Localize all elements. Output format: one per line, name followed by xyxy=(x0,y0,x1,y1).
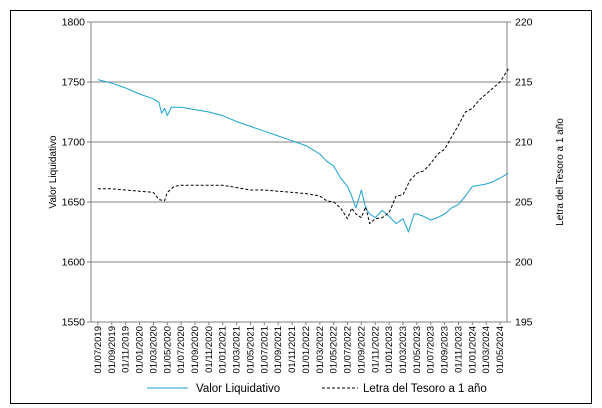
tick-label-x-11: 01/05/2021 xyxy=(245,326,256,374)
right-axis-ticks: 195 200 205 210 215 220 xyxy=(507,17,533,329)
tick-label-x-22: 01/03/2023 xyxy=(398,326,409,374)
tick-label-x-28: 01/03/2024 xyxy=(481,326,492,374)
tick-label-x-17: 01/05/2022 xyxy=(329,326,340,374)
series-layer xyxy=(97,68,509,233)
tick-label-x-23: 01/05/2023 xyxy=(412,326,423,374)
tick-label-x-8: 01/11/2020 xyxy=(204,326,215,373)
tick-label-x-7: 01/09/2020 xyxy=(190,326,201,374)
tick-label-left-1550: 1550 xyxy=(62,317,86,329)
tick-label-right-205: 205 xyxy=(515,197,533,209)
legend-label-letra-tesoro: Letra del Tesoro a 1 año xyxy=(363,383,487,395)
tick-label-x-25: 01/09/2023 xyxy=(440,326,451,374)
tick-label-x-2: 01/11/2019 xyxy=(121,326,132,373)
tick-label-left-1600: 1600 xyxy=(62,257,86,269)
tick-label-x-27: 01/01/2024 xyxy=(467,326,478,374)
y-axis-left-title: Valor Liquidativo xyxy=(48,135,59,209)
tick-label-x-19: 01/09/2022 xyxy=(356,326,367,374)
tick-label-x-5: 01/05/2020 xyxy=(162,326,173,374)
tick-label-x-12: 01/07/2021 xyxy=(259,326,270,374)
tick-label-x-0: 01/07/2019 xyxy=(93,326,104,374)
tick-label-x-9: 01/01/2021 xyxy=(218,326,229,374)
legend-label-valor-liquidativo: Valor Liquidativo xyxy=(196,383,280,395)
tick-label-x-10: 01/03/2021 xyxy=(232,326,243,374)
tick-label-right-220: 220 xyxy=(515,17,533,29)
tick-label-x-29: 01/05/2024 xyxy=(495,326,506,374)
tick-label-right-215: 215 xyxy=(515,77,533,89)
tick-label-x-20: 01/11/2022 xyxy=(370,326,381,373)
tick-label-x-1: 01/09/2019 xyxy=(107,326,118,374)
tick-label-x-6: 01/07/2020 xyxy=(176,326,187,374)
tick-label-x-16: 01/03/2022 xyxy=(315,326,326,374)
tick-label-x-21: 01/01/2023 xyxy=(384,326,395,374)
tick-label-x-3: 01/01/2020 xyxy=(135,326,146,374)
tick-label-x-14: 01/11/2021 xyxy=(287,326,298,373)
gridlines xyxy=(91,81,507,263)
tick-label-right-210: 210 xyxy=(515,137,533,149)
plot-area xyxy=(90,21,508,323)
legend: Valor Liquidativo Letra del Tesoro a 1 a… xyxy=(147,383,487,395)
tick-label-x-18: 01/07/2022 xyxy=(343,326,354,374)
tick-label-left-1800: 1800 xyxy=(62,17,86,29)
tick-label-x-13: 01/09/2021 xyxy=(273,326,284,374)
tick-label-x-26: 01/11/2023 xyxy=(453,326,464,373)
y-axis-right-title: Letra del Tesoro a 1 año xyxy=(555,118,566,226)
series-line-letra-tesoro xyxy=(97,68,509,225)
tick-label-left-1650: 1650 xyxy=(62,197,86,209)
tick-label-right-200: 200 xyxy=(515,257,533,269)
tick-label-left-1750: 1750 xyxy=(62,77,86,89)
tick-label-x-4: 01/03/2020 xyxy=(148,326,159,374)
series-line-valor-liquidativo xyxy=(97,79,509,233)
x-axis-ticks: 01/07/2019 01/09/2019 01/11/2019 01/01/2020… xyxy=(93,322,506,374)
tick-label-right-195: 195 xyxy=(515,317,533,329)
tick-label-x-15: 01/01/2022 xyxy=(301,326,312,374)
left-axis-ticks: 1550 1600 1650 1700 1750 1800 xyxy=(62,17,91,329)
tick-label-left-1700: 1700 xyxy=(62,137,86,149)
tick-label-x-24: 01/07/2023 xyxy=(426,326,437,374)
